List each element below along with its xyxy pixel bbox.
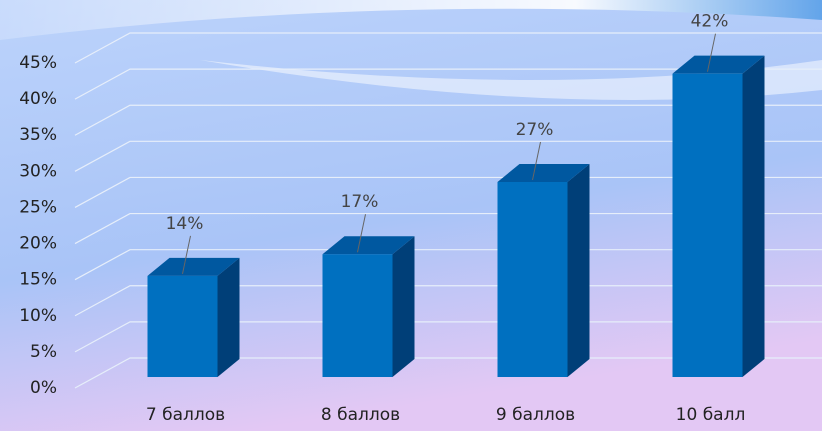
y-tick-label: 25%: [19, 197, 57, 217]
y-tick-label: 30%: [19, 161, 57, 181]
leader-line: [532, 141, 541, 181]
grid-line: [74, 249, 822, 281]
bar-top: [497, 164, 590, 182]
x-tick-label: 9 баллов: [496, 405, 575, 425]
bar: [322, 254, 393, 377]
swoosh: [0, 0, 822, 40]
value-label: 14%: [166, 214, 204, 234]
y-tick-label: 5%: [30, 342, 57, 362]
y-tick-label: 20%: [19, 234, 57, 254]
grid-line: [74, 212, 822, 245]
bar-top: [672, 55, 765, 74]
bar: [147, 275, 218, 377]
grid-line: [74, 32, 822, 64]
bar: [672, 73, 743, 378]
x-tick-label: 7 баллов: [146, 405, 225, 425]
leader-line: [357, 214, 366, 253]
grid-line: [74, 321, 822, 353]
grid-line: [74, 285, 822, 317]
value-label: 27%: [516, 120, 554, 140]
bar-side: [742, 55, 765, 378]
bar-top: [147, 257, 240, 276]
y-tick-label: 0%: [30, 378, 57, 398]
value-label: 42%: [691, 12, 729, 32]
y-tick-label: 10%: [19, 306, 57, 326]
grid-line: [74, 104, 822, 136]
y-tick-label: 45%: [19, 53, 57, 73]
grid-line: [74, 140, 822, 172]
grid-line: [74, 68, 822, 100]
bar-side: [392, 236, 415, 377]
grid-line: [74, 357, 822, 389]
x-tick-label: 8 баллов: [321, 405, 400, 425]
swoosh: [200, 60, 822, 100]
value-label: 17%: [341, 192, 379, 212]
leader-line: [182, 235, 191, 274]
grid-line: [74, 176, 822, 208]
bar-side: [217, 257, 240, 377]
y-tick-label: 15%: [19, 270, 57, 290]
y-tick-label: 40%: [19, 89, 57, 109]
y-tick-label: 35%: [19, 125, 57, 145]
x-tick-label: 10 балл: [676, 405, 746, 425]
bar-top: [322, 236, 415, 255]
leader-line: [707, 33, 716, 72]
bar-side: [567, 164, 590, 377]
bar: [497, 182, 568, 377]
